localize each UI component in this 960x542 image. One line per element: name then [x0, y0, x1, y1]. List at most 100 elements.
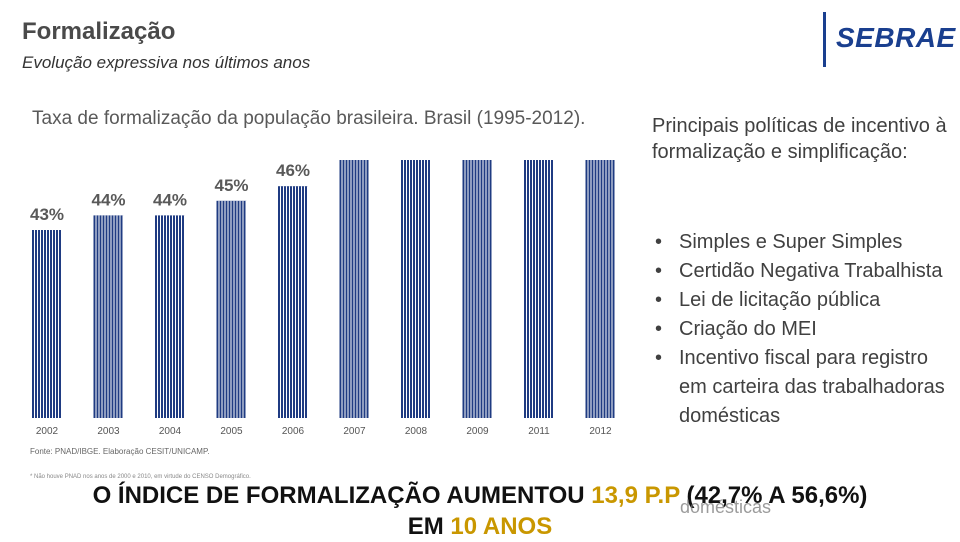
bar-stripe	[473, 160, 475, 418]
bar-stripe	[362, 160, 364, 418]
policy-item: Certidão Negativa Trabalhista	[652, 257, 952, 286]
bar-stripe	[590, 160, 592, 418]
bar-stripe	[46, 230, 47, 418]
bar-stripe	[467, 160, 469, 418]
bar-stripe	[596, 160, 598, 418]
bar-stripe	[298, 186, 299, 418]
bar-stripe	[529, 160, 530, 418]
bar-stripe	[547, 160, 548, 418]
category-label: 2007	[343, 426, 366, 437]
bar-stripe	[181, 215, 182, 418]
bar-stripe	[104, 215, 106, 418]
bar-stripe	[292, 186, 293, 418]
bar-stripe	[224, 200, 226, 418]
bar-stripe	[526, 160, 527, 418]
bar-stripe	[307, 186, 308, 418]
value-label: 46%	[276, 161, 310, 180]
bar-stripe	[353, 160, 355, 418]
category-label: 2004	[159, 426, 182, 437]
headline-highlight-years: 10 ANOS	[450, 513, 553, 540]
bar-stripe	[107, 215, 109, 418]
bar-stripe	[221, 200, 223, 418]
bar-stripe	[470, 160, 472, 418]
bar-2003	[93, 215, 124, 418]
source-note: Fonte: PNAD/IBGE. Elaboração CESIT/UNICA…	[30, 447, 210, 456]
bar-stripe	[283, 186, 284, 418]
bar-stripe	[532, 160, 533, 418]
bar-stripe	[491, 160, 493, 418]
bar-2011	[524, 160, 554, 418]
bar-stripe	[110, 215, 112, 418]
bar-stripe	[166, 215, 167, 418]
bar-stripe	[412, 160, 413, 418]
bar-stripe	[550, 160, 551, 418]
bar-2005	[216, 200, 247, 418]
value-label: 44%	[153, 190, 187, 209]
bar-stripe	[95, 215, 97, 418]
bar-stripe	[344, 160, 346, 418]
bar-2008	[401, 160, 431, 418]
bar-stripe	[403, 160, 404, 418]
category-label: 2003	[97, 426, 120, 437]
bar-stripe	[233, 200, 235, 418]
sebrae-logo: SEBRAE	[836, 22, 956, 53]
bar-stripe	[218, 200, 220, 418]
bar-stripe	[587, 160, 589, 418]
overlap-text: domésticas	[680, 497, 772, 517]
bar-stripe	[178, 215, 179, 418]
headline: O ÍNDICE DE FORMALIZAÇÃO AUMENTOU 13,9 P…	[0, 480, 960, 542]
bar-stripe	[280, 186, 281, 418]
bar-stripe	[119, 215, 121, 418]
bar-stripe	[40, 230, 41, 418]
bar-2009	[462, 160, 493, 418]
bar-stripe	[55, 230, 56, 418]
category-label: 2008	[405, 426, 428, 437]
bar-stripe	[605, 160, 607, 418]
bar-stripe	[122, 215, 124, 418]
category-label: 2012	[589, 426, 612, 437]
bar-stripe	[541, 160, 542, 418]
bar-stripe	[538, 160, 539, 418]
bar-stripe	[599, 160, 601, 418]
page-subtitle: Evolução expressiva nos últimos anos	[22, 53, 311, 72]
bar-stripe	[602, 160, 604, 418]
policies-list: Simples e Super SimplesCertidão Negativa…	[652, 228, 952, 431]
bar-stripe	[245, 200, 247, 418]
bar-2006	[278, 186, 308, 418]
bar-2007	[339, 160, 370, 418]
bar-stripe	[430, 160, 431, 418]
bar-stripe	[535, 160, 536, 418]
bar-stripe	[593, 160, 595, 418]
bar-stripe	[34, 230, 35, 418]
bar-stripe	[49, 230, 50, 418]
category-label: 2009	[466, 426, 489, 437]
bar-stripe	[289, 186, 290, 418]
bar-stripe	[227, 200, 229, 418]
bar-stripe	[421, 160, 422, 418]
bar-stripe	[368, 160, 370, 418]
headline-part1: O ÍNDICE DE FORMALIZAÇÃO AUMENTOU	[92, 482, 592, 509]
bar-stripe	[239, 200, 241, 418]
bar-stripe	[406, 160, 407, 418]
headline-part3: EM	[407, 513, 451, 540]
chart-title: Taxa de formalização da população brasil…	[32, 108, 586, 129]
bar-stripe	[157, 215, 158, 418]
bar-stripe	[427, 160, 428, 418]
bar-stripe	[485, 160, 487, 418]
bar-stripe	[230, 200, 232, 418]
bar-stripe	[175, 215, 176, 418]
headline-part2: (42,7% A 56,6%)	[679, 482, 868, 509]
bar-stripe	[614, 160, 616, 418]
bar-stripe	[301, 186, 302, 418]
value-label: 43%	[30, 205, 64, 224]
bar-stripe	[553, 160, 554, 418]
policy-item: Incentivo fiscal para registro em cartei…	[652, 344, 952, 431]
headline-highlight-pp: 13,9 P.P	[591, 482, 680, 509]
bar-stripe	[52, 230, 53, 418]
bar-stripe	[341, 160, 343, 418]
bar-stripe	[172, 215, 173, 418]
bar-stripe	[359, 160, 361, 418]
bar-stripe	[242, 200, 244, 418]
category-label: 2002	[36, 426, 59, 437]
policy-item: Lei de licitação pública	[652, 286, 952, 315]
